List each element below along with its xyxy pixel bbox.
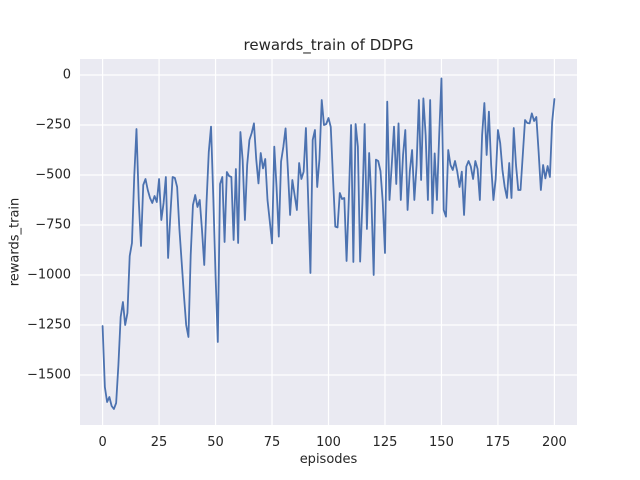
- x-tick-label: 50: [207, 435, 224, 450]
- x-tick-label: 0: [98, 435, 107, 450]
- x-tick-label: 200: [541, 435, 567, 450]
- y-tick-label: −500: [35, 167, 71, 183]
- chart-canvas: [80, 59, 577, 425]
- series-line: [101, 77, 556, 410]
- x-tick-label: 125: [372, 435, 398, 450]
- x-axis-label: episodes: [299, 452, 358, 467]
- x-tick-label: 25: [150, 435, 168, 450]
- y-tick-label: −1250: [27, 317, 71, 333]
- x-tick-label: 75: [263, 435, 281, 450]
- y-tick-label: 0: [62, 67, 71, 83]
- x-tick-label: 175: [485, 435, 511, 450]
- y-tick-label: −750: [35, 217, 71, 233]
- x-tick-label: 100: [316, 435, 341, 450]
- x-tick-label: 150: [429, 435, 454, 450]
- plot-area: [80, 59, 577, 425]
- y-tick-label: −250: [35, 117, 71, 133]
- y-tick-label: −1000: [27, 267, 71, 283]
- y-tick-label: −1500: [27, 367, 71, 383]
- chart-title: rewards_train of DDPG: [243, 36, 414, 54]
